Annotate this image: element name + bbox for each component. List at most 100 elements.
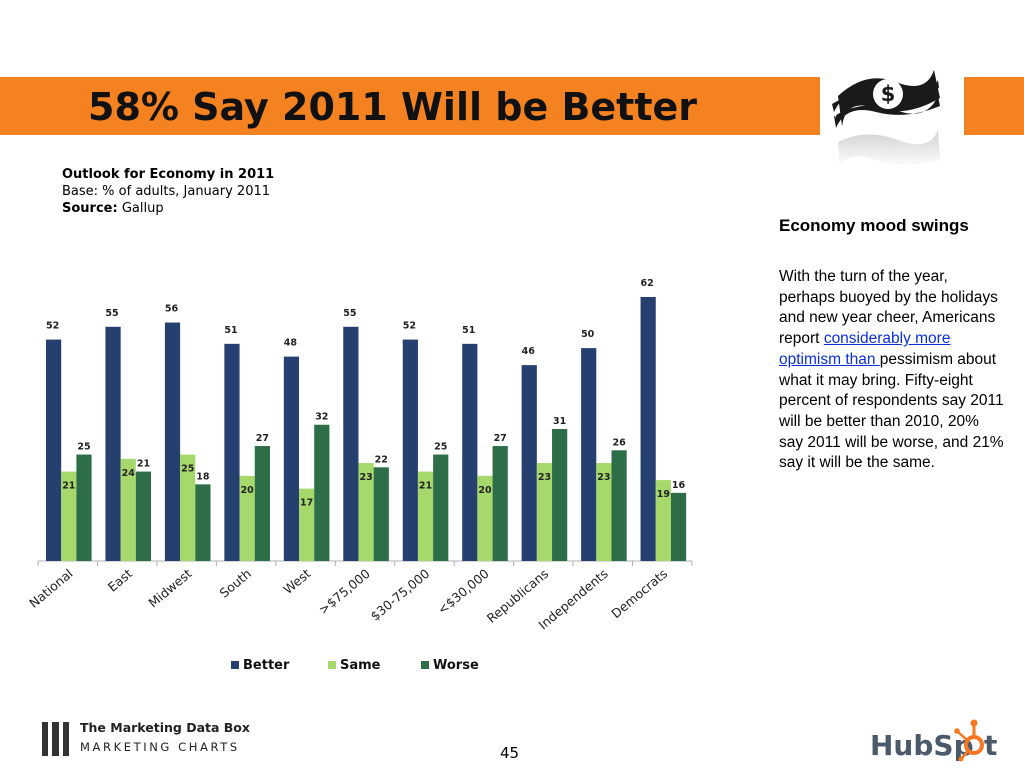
page-number: 45 xyxy=(500,744,520,762)
sidebar-paragraph: With the turn of the year, perhaps buoye… xyxy=(779,267,1007,474)
optimism-link[interactable]: considerably more optimism than xyxy=(779,330,951,368)
bar-same xyxy=(477,475,493,561)
bar-same xyxy=(239,475,255,561)
bar-better xyxy=(46,339,62,561)
bar-worse xyxy=(611,450,627,561)
data-label-worse: 18 xyxy=(196,471,210,482)
data-label-better: 55 xyxy=(343,308,356,319)
source-label: Source: xyxy=(62,201,118,216)
bar-worse xyxy=(76,454,92,561)
svg-text:HubSp: HubSp xyxy=(870,729,974,762)
slide-title: 58% Say 2011 Will be Better xyxy=(88,85,698,129)
brand-line1: The Marketing Data Box xyxy=(80,720,250,735)
data-label-better: 56 xyxy=(165,304,179,315)
data-label-same: 23 xyxy=(538,472,551,483)
legend-swatch-same xyxy=(328,661,336,669)
bar-same xyxy=(299,488,315,561)
bar-worse xyxy=(254,446,270,561)
bar-same xyxy=(120,458,136,561)
bar-better xyxy=(343,326,359,561)
bar-better xyxy=(164,322,181,561)
title-banner-right xyxy=(964,77,1024,135)
chart-source: Source: Gallup xyxy=(62,200,274,217)
data-label-better: 52 xyxy=(403,321,416,332)
data-label-worse: 22 xyxy=(375,454,388,465)
bar-same xyxy=(180,454,196,561)
data-label-better: 52 xyxy=(46,321,59,332)
data-label-same: 19 xyxy=(657,489,670,500)
bar-same xyxy=(536,463,553,561)
data-label-better: 55 xyxy=(105,308,118,319)
legend-label-same: Same xyxy=(340,658,381,673)
data-label-worse: 27 xyxy=(256,433,269,444)
bar-better xyxy=(462,343,478,561)
bar-worse xyxy=(492,446,508,561)
chart-title: Outlook for Economy in 2011 xyxy=(62,167,275,182)
x-tick-label: West xyxy=(280,566,313,597)
marketing-data-box-logo: The Marketing Data Box MARKETING CHARTS xyxy=(42,720,262,758)
data-label-same: 20 xyxy=(478,485,492,496)
bar-better xyxy=(224,343,240,561)
bar-worse xyxy=(314,424,330,561)
chart-meta: Outlook for Economy in 2011 Base: % of a… xyxy=(62,166,274,217)
svg-text:$: $ xyxy=(881,82,896,106)
bar-worse xyxy=(373,467,389,561)
bar-worse xyxy=(670,492,687,561)
data-label-better: 50 xyxy=(581,329,595,340)
legend-label-better: Better xyxy=(243,658,290,673)
bar-better xyxy=(521,365,537,561)
sidebar: Economy mood swings With the turn of the… xyxy=(779,215,1007,474)
title-banner xyxy=(0,77,820,135)
bar-better xyxy=(402,339,418,561)
bar-same xyxy=(358,463,374,561)
x-tick-label: <$30,000 xyxy=(435,566,492,617)
sidebar-text-before: With the turn of the year, perhaps buoye… xyxy=(779,268,998,348)
data-label-better: 51 xyxy=(224,325,237,336)
legend-swatch-better xyxy=(231,661,239,669)
data-label-worse: 21 xyxy=(137,459,150,470)
data-label-same: 23 xyxy=(597,472,610,483)
x-tick-label: East xyxy=(105,566,135,595)
bar-chart: 522125National552421East562518Midwest512… xyxy=(26,278,693,673)
data-label-same: 23 xyxy=(359,472,372,483)
data-label-worse: 26 xyxy=(612,437,626,448)
source-value: Gallup xyxy=(121,201,164,216)
money-stack-icon: $ xyxy=(832,70,940,168)
data-label-same: 24 xyxy=(122,468,136,479)
bar-better xyxy=(105,326,121,561)
data-label-same: 25 xyxy=(181,464,194,475)
bar-worse xyxy=(552,429,568,561)
sidebar-text-after: pessimism about what it may bring. Fifty… xyxy=(779,350,1004,472)
bar-same xyxy=(417,471,434,561)
data-label-worse: 27 xyxy=(494,433,507,444)
data-label-worse: 31 xyxy=(553,416,566,427)
data-label-better: 46 xyxy=(522,346,536,357)
data-label-better: 51 xyxy=(462,325,475,336)
data-label-worse: 16 xyxy=(672,480,686,491)
bar-worse xyxy=(195,484,211,561)
bar-better xyxy=(283,356,300,561)
data-label-better: 62 xyxy=(641,278,654,289)
data-label-better: 48 xyxy=(284,338,298,349)
x-tick-label: National xyxy=(26,566,76,611)
bars-logo-icon xyxy=(42,722,70,756)
bar-same xyxy=(61,471,77,561)
data-label-worse: 32 xyxy=(315,412,328,423)
legend-swatch-worse xyxy=(421,661,429,669)
bar-same xyxy=(655,480,671,561)
x-tick-label: $30-75,000 xyxy=(368,566,433,624)
data-label-worse: 25 xyxy=(77,442,90,453)
chart-base: Base: % of adults, January 2011 xyxy=(62,184,271,199)
legend-label-worse: Worse xyxy=(433,658,479,673)
sidebar-heading: Economy mood swings xyxy=(779,216,969,235)
hubspot-logo: HubSp t xyxy=(870,719,997,762)
x-tick-label: South xyxy=(217,566,254,601)
bar-worse xyxy=(433,454,449,561)
data-label-same: 21 xyxy=(62,481,75,492)
data-label-same: 17 xyxy=(300,498,313,509)
bar-worse xyxy=(135,471,152,561)
data-label-same: 20 xyxy=(241,485,255,496)
bar-better xyxy=(581,348,597,561)
brand-line2: MARKETING CHARTS xyxy=(80,740,240,754)
bar-better xyxy=(640,297,656,561)
